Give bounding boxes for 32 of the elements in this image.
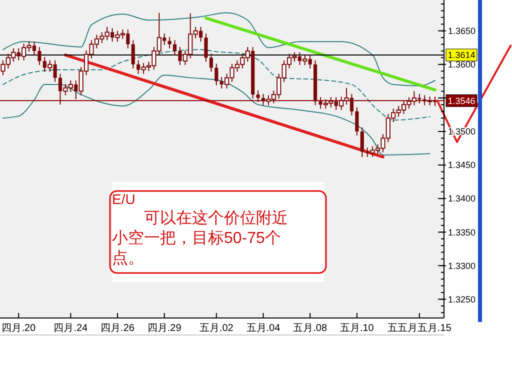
y-tick-label: 1.3350 (448, 227, 476, 238)
ref-line-label: 1.3546 (448, 96, 476, 106)
y-tick-label: 1.3650 (448, 26, 476, 36)
candlestick (204, 33, 208, 62)
y-tick-label: 1.3450 (448, 160, 476, 170)
y-tick-label: 1.3250 (448, 294, 476, 304)
y-tick-label: 1.3400 (448, 194, 476, 204)
y-tick-label: 1.3300 (448, 260, 476, 271)
x-tick-label: 四月.20 (2, 323, 36, 334)
x-tick-label: 五五月五月.15 (387, 323, 452, 334)
ref-line-label: 1.3614 (448, 50, 476, 60)
candlestick (131, 40, 135, 69)
candlestick (38, 46, 42, 66)
line-series (2, 12, 436, 86)
candlestick (168, 36, 172, 49)
y-tick-label: 1.3600 (448, 60, 476, 70)
line-series (2, 49, 430, 121)
x-tick-label: 五月.02 (199, 323, 234, 334)
annotation: E/U (112, 191, 136, 207)
x-tick-label: 五月.08 (293, 323, 328, 334)
candlestick (355, 106, 359, 136)
x-tick-label: 四月.29 (147, 323, 182, 334)
candlestick (209, 53, 213, 72)
candlestick (172, 40, 177, 56)
x-tick-label: 五月.10 (340, 323, 374, 334)
candlestick (214, 63, 218, 86)
x-tick-label: 五月.04 (246, 323, 281, 334)
annotation: 可以在这个价位附近小空一把，目标50-75个点。 (112, 209, 288, 267)
x-tick-label: 四月.24 (54, 323, 88, 334)
x-tick-label: 四月.26 (100, 323, 135, 334)
candlestick (360, 126, 364, 158)
candlestick (256, 90, 260, 102)
